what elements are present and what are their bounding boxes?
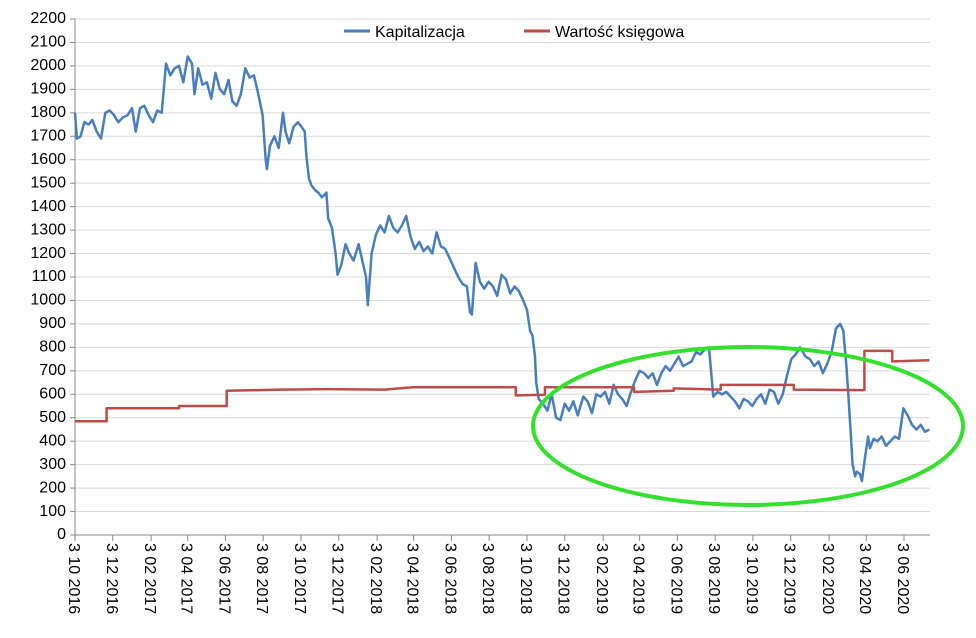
y-tick-label: 1200 xyxy=(30,245,66,262)
x-tick-label: 3 12 2017 xyxy=(329,543,346,614)
y-tick-label: 900 xyxy=(39,315,66,332)
y-tick-label: 1100 xyxy=(32,268,67,285)
y-tick-label: 600 xyxy=(39,385,66,402)
y-tick-label: 1900 xyxy=(30,81,66,98)
x-tick-label: 3 12 2019 xyxy=(781,543,798,614)
x-tick-label: 3 10 2019 xyxy=(743,543,760,614)
y-tick-label: 1800 xyxy=(30,104,66,121)
x-tick-label: 3 06 2020 xyxy=(894,543,911,614)
y-tick-label: 2000 xyxy=(30,57,66,74)
x-tick-label: 3 06 2017 xyxy=(215,543,232,614)
x-tick-label: 3 10 2017 xyxy=(291,543,308,614)
x-tick-label: 3 04 2018 xyxy=(404,543,421,614)
x-tick-label: 3 06 2019 xyxy=(667,543,684,614)
y-tick-label: 500 xyxy=(39,409,66,426)
series-line-kapitalizacja xyxy=(73,55,930,483)
x-tick-label: 3 12 2018 xyxy=(555,543,572,614)
x-tick-label: 3 04 2020 xyxy=(856,543,873,614)
x-tick-label: 3 06 2018 xyxy=(441,543,458,614)
y-tick-label: 2200 xyxy=(30,10,66,27)
y-tick-label: 0 xyxy=(57,526,66,543)
gridlines xyxy=(75,18,930,536)
x-tick-label: 3 04 2017 xyxy=(178,543,195,614)
legend-label-kapitalizacja: Kapitalizacja xyxy=(375,24,465,41)
y-tick-label: 800 xyxy=(39,339,66,356)
y-tick-label: 1700 xyxy=(30,127,66,144)
x-tick-label: 3 04 2019 xyxy=(630,543,647,614)
y-tick-label: 700 xyxy=(39,362,66,379)
legend-label-wartosc-ksiegowa: Wartość księgowa xyxy=(555,24,684,41)
y-tick-label: 1500 xyxy=(30,174,66,191)
x-tick-label: 3 02 2020 xyxy=(819,543,836,614)
y-tick-label: 1300 xyxy=(30,221,66,238)
y-tick-label: 300 xyxy=(39,456,66,473)
x-tick-label: 3 08 2018 xyxy=(479,543,496,614)
x-tick-label: 3 02 2019 xyxy=(593,543,610,614)
series-line-wartosc-ksiegowa xyxy=(75,349,930,423)
x-tick-label: 3 02 2018 xyxy=(367,543,384,614)
y-tick-label: 1600 xyxy=(30,151,66,168)
x-tick-label: 3 08 2017 xyxy=(253,543,270,614)
x-tick-label: 3 10 2016 xyxy=(65,543,82,614)
annotation-group xyxy=(531,345,965,507)
legend: Kapitalizacja Wartość księgowa xyxy=(344,24,684,41)
y-axis-ticks: 0 100 200 300 400 500 600 700 800 900 1000 1100 1200… xyxy=(30,10,76,543)
x-tick-label: 3 08 2019 xyxy=(705,543,722,614)
x-tick-label: 3 02 2017 xyxy=(141,543,158,614)
y-tick-label: 1000 xyxy=(30,292,66,309)
y-tick-label: 2100 xyxy=(30,34,66,51)
x-axis-ticks: 3 10 2016 3 12 2016 3 02 2017 3 04 2017 3 06… xyxy=(65,535,911,614)
highlight-ellipse xyxy=(531,345,965,507)
y-tick-label: 200 xyxy=(39,479,66,496)
series-group xyxy=(73,55,930,483)
y-tick-label: 1400 xyxy=(30,198,66,215)
x-tick-label: 3 12 2016 xyxy=(103,543,120,614)
y-tick-label: 400 xyxy=(39,432,66,449)
y-tick-label: 100 xyxy=(39,503,66,520)
x-tick-label: 3 10 2018 xyxy=(517,543,534,614)
